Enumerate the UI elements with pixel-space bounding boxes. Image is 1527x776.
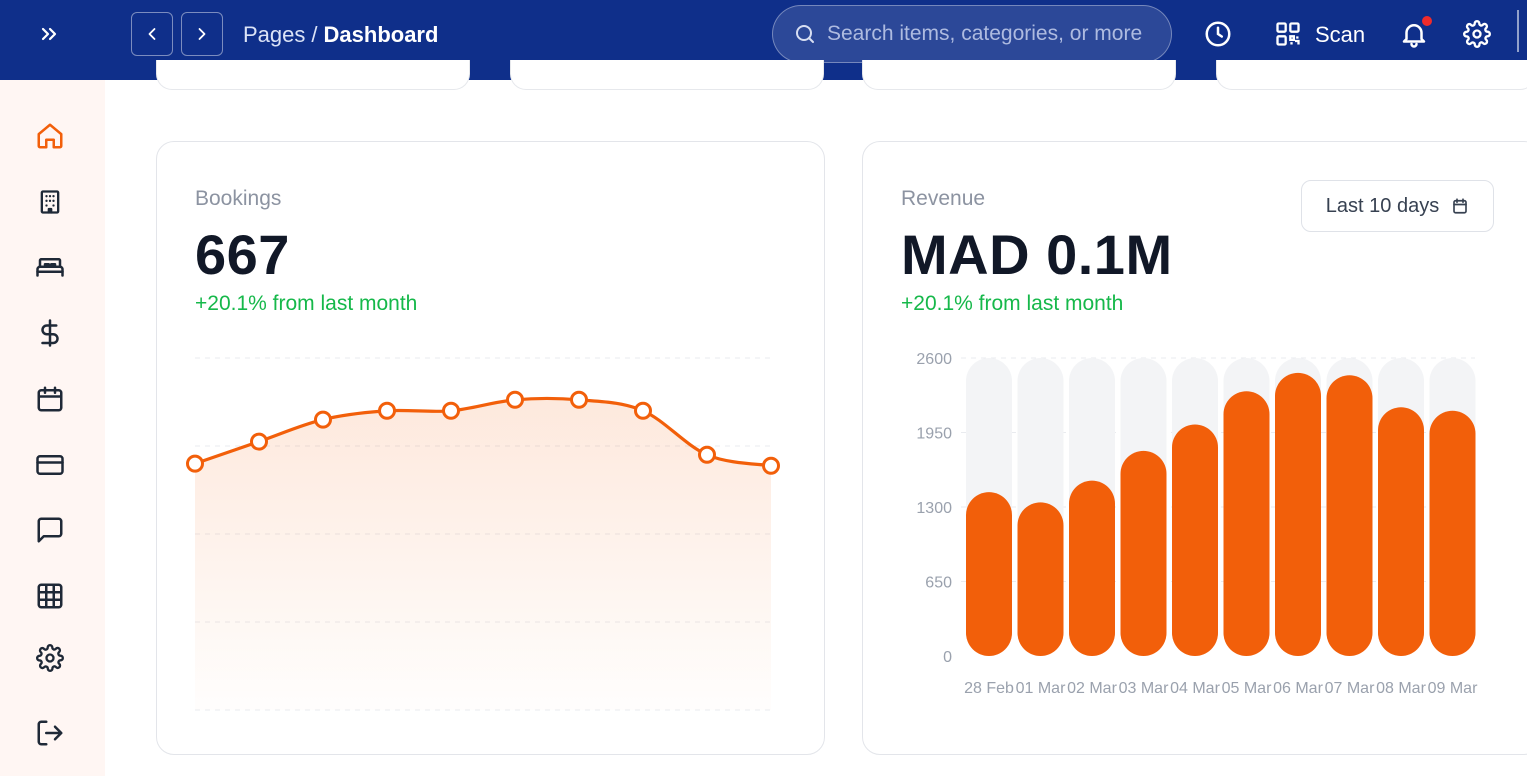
bookings-point[interactable] [186,454,204,473]
x-tick-label: 05 Mar [1222,680,1272,697]
x-tick-label: 28 Feb [964,680,1014,697]
date-range-label: Last 10 days [1325,194,1440,217]
y-tick-label: 1950 [916,426,952,443]
calendar-icon [1453,198,1468,214]
revenue-chart: 2600 1950 1300 650 0 28 Feb 01 Mar 02 Mar 03 Mar… [916,351,1478,697]
sidebar-item-settings[interactable] [30,638,70,678]
grid-icon [37,583,63,609]
bookings-value: 667 [195,223,290,286]
x-tick-label: 01 Mar [1016,680,1066,697]
x-tick-label: 03 Mar [1119,680,1169,697]
revenue-bar[interactable] [1429,410,1476,656]
bookings-area [195,398,771,710]
bell-icon[interactable] [1394,14,1434,54]
home-icon [37,123,63,149]
bookings-point[interactable] [634,401,652,420]
x-tick-label: 07 Mar [1325,680,1375,697]
sidebar-item-buildings[interactable] [30,182,70,222]
x-tick-label: 09 Mar [1428,680,1478,697]
y-tick-label: 650 [925,575,952,592]
chevron-right-icon [198,28,206,40]
breadcrumb-separator: / [311,22,318,47]
x-tick-label: 06 Mar [1273,680,1323,697]
revenue-bar[interactable] [1223,391,1270,656]
bookings-point[interactable] [570,390,588,409]
search-input[interactable] [827,22,1157,46]
revenue-bar[interactable] [966,492,1012,656]
dollar-icon [41,319,59,347]
sidebar-item-calendar[interactable] [30,379,70,419]
bookings-point[interactable] [506,390,524,409]
revenue-bar[interactable] [1017,502,1064,656]
bookings-delta: +20.1% from last month [195,292,418,315]
breadcrumb: Pages / Dashboard [243,22,438,48]
calendar-icon [37,386,63,412]
topbar-divider [1517,10,1519,52]
chevron-left-icon [148,28,156,40]
sidebar [0,80,105,776]
stat-card-partial [862,60,1176,90]
revenue-label: Revenue [901,187,986,210]
gear-icon [36,644,64,672]
sidebar-item-grid[interactable] [30,576,70,616]
qr-code-icon[interactable] [1272,18,1304,50]
bookings-point[interactable] [314,410,332,429]
revenue-bar[interactable] [1069,480,1115,656]
stat-card-partial [510,60,824,90]
back-button[interactable] [131,12,173,56]
date-range-button[interactable]: Last 10 days [1301,180,1494,232]
bookings-point[interactable] [698,445,716,464]
double-chevron-right-icon[interactable] [30,15,68,53]
sidebar-item-rooms[interactable] [30,248,70,288]
forward-button[interactable] [181,12,223,56]
logout-icon [37,720,63,746]
bookings-point[interactable] [378,401,396,420]
search-bar[interactable] [772,5,1172,63]
bookings-point[interactable] [442,401,460,420]
revenue-bar[interactable] [1120,450,1167,656]
clock-icon[interactable] [1198,14,1238,54]
y-tick-label: 1300 [916,500,952,517]
bookings-line [194,396,772,468]
sidebar-item-logout[interactable] [30,713,70,753]
revenue-bar[interactable] [1378,407,1424,656]
sidebar-item-home[interactable] [30,116,70,156]
bookings-point[interactable] [250,432,268,451]
bookings-card: Bookings 667 +20.1% from last month [156,141,825,755]
bookings-label: Bookings [195,187,282,210]
sidebar-item-payments[interactable] [30,313,70,353]
x-tick-label: 04 Mar [1170,680,1220,697]
revenue-bar[interactable] [1172,424,1218,656]
building-icon [40,190,60,214]
credit-card-icon [36,455,64,475]
sidebar-item-cards[interactable] [30,445,70,485]
revenue-bar[interactable] [1275,372,1321,656]
bookings-point[interactable] [762,456,780,475]
sidebar-item-messages[interactable] [30,510,70,550]
bed-icon [36,258,64,277]
breadcrumb-current: Dashboard [323,22,439,47]
revenue-value: MAD 0.1M [901,223,1173,286]
breadcrumb-parent[interactable]: Pages [243,22,306,47]
scan-label[interactable]: Scan [1315,22,1366,47]
revenue-delta: +20.1% from last month [901,292,1124,315]
stat-card-partial [1216,60,1527,90]
gear-icon[interactable] [1458,15,1496,53]
revenue-bar[interactable] [1326,375,1373,656]
y-tick-label: 2600 [916,351,952,368]
y-tick-label: 0 [943,649,952,666]
message-square-icon [37,517,63,543]
bookings-chart [186,357,780,711]
stat-card-partial [156,60,470,90]
x-tick-label: 02 Mar [1067,680,1117,697]
revenue-card: Revenue MAD 0.1M +20.1% from last month … [862,141,1527,755]
x-tick-label: 08 Mar [1376,680,1426,697]
search-icon [796,25,814,43]
notification-dot [1421,15,1433,27]
